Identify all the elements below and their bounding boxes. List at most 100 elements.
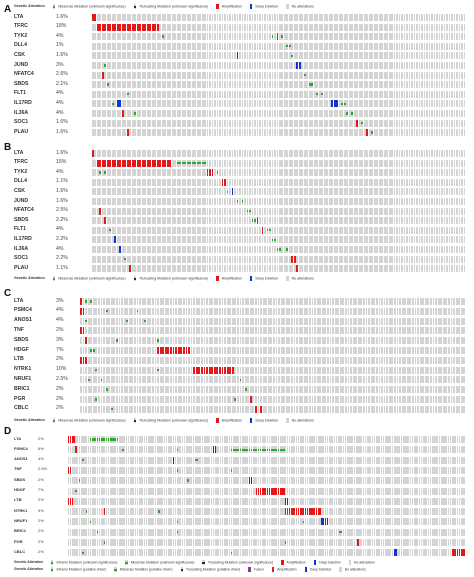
- sample-cell: [345, 307, 347, 315]
- sample-cell: [406, 42, 408, 50]
- sample-cell: [136, 90, 139, 98]
- gene-name: SBDS: [14, 216, 29, 223]
- sample-cell: [271, 23, 274, 31]
- sample-cell: [411, 298, 414, 305]
- sample-cell: [303, 33, 306, 41]
- sample-cell: [424, 298, 427, 305]
- sample-cell: [453, 298, 455, 305]
- sample-cell: [185, 298, 188, 305]
- sample-cell: [161, 62, 164, 69]
- sample-cell: [96, 100, 99, 108]
- sample-cell: [408, 33, 411, 41]
- mutation-mark: [106, 83, 109, 86]
- sample-cell: [144, 14, 147, 21]
- sample-cell: [131, 298, 134, 305]
- sample-cell: [424, 307, 427, 315]
- sample-cell: [306, 52, 309, 60]
- sample-cell: [174, 42, 177, 50]
- sample-cell: [211, 14, 214, 21]
- sample-cell: [401, 33, 403, 41]
- sample-cell: [208, 337, 211, 345]
- sample-cell: [229, 52, 231, 60]
- sample-cell: [214, 100, 216, 108]
- sample-cell: [298, 347, 301, 354]
- sample-cell: [358, 90, 361, 98]
- sample-cell: [211, 81, 214, 89]
- sample-cell: [383, 14, 386, 21]
- sample-cell: [90, 347, 93, 354]
- sample-cell: [211, 42, 214, 50]
- sample-cell: [170, 307, 172, 315]
- sample-cell: [114, 14, 117, 21]
- sample-cell: [226, 317, 229, 325]
- sample-cell: [267, 317, 270, 325]
- sample-cell: [365, 337, 368, 345]
- legend-item: Truncating Mutation (unknown significanc…: [133, 276, 208, 281]
- sample-cell: [341, 33, 344, 41]
- sample-cell: [356, 90, 359, 98]
- sample-cell: [336, 71, 339, 79]
- sample-cell: [458, 23, 461, 31]
- sample-cell: [303, 347, 306, 354]
- sample-cell: [356, 33, 359, 41]
- gene-name: TYK2: [14, 168, 28, 175]
- sample-cell: [347, 347, 350, 354]
- sample-cell: [146, 62, 149, 69]
- sample-cell: [176, 33, 179, 41]
- sample-cell: [98, 337, 100, 345]
- sample-cell: [82, 317, 85, 325]
- sample-cell: [119, 33, 122, 41]
- sample-cell: [381, 347, 383, 354]
- sample-cell: [174, 100, 177, 108]
- sample-cell: [224, 33, 226, 41]
- sample-cell: [353, 81, 356, 89]
- sample-cell: [204, 42, 206, 50]
- sample-cell: [441, 33, 443, 41]
- sample-cell: [257, 337, 260, 345]
- sample-cell: [249, 317, 252, 325]
- sample-cell: [136, 337, 139, 345]
- sample-cell: [267, 337, 270, 345]
- sample-cell: [321, 33, 324, 41]
- sample-cell: [303, 62, 306, 69]
- sample-cell: [416, 14, 418, 21]
- sample-cell: [146, 317, 149, 325]
- sample-cell: [303, 317, 306, 325]
- sample-cell: [90, 298, 93, 305]
- sample-cell: [445, 317, 448, 325]
- sample-cell: [249, 337, 252, 345]
- sample-cell: [264, 42, 266, 50]
- sample-cell: [176, 90, 179, 98]
- sample-cell: [337, 307, 340, 315]
- gene-alteration-frequency: 1.1%: [56, 178, 68, 185]
- sample-cell: [87, 298, 90, 305]
- sample-cell: [216, 327, 219, 335]
- sample-cell: [401, 23, 403, 31]
- sample-cell: [171, 90, 174, 98]
- sample-cell: [194, 90, 197, 98]
- sample-cell: [182, 317, 185, 325]
- sample-cell: [291, 317, 293, 325]
- sample-cell: [441, 23, 443, 31]
- sample-cell: [441, 42, 443, 50]
- sample-cell: [370, 327, 373, 335]
- sample-cell: [433, 62, 436, 69]
- sample-cell: [448, 81, 451, 89]
- sample-cell: [169, 42, 172, 50]
- sample-cell: [196, 23, 199, 31]
- sample-cell: [276, 23, 279, 31]
- gene-name: PSMC4: [14, 307, 32, 314]
- sample-cell: [166, 33, 169, 41]
- sample-cell: [198, 337, 201, 345]
- sample-cell: [216, 81, 219, 89]
- sample-cell: [288, 347, 291, 354]
- sample-cell: [198, 327, 201, 335]
- sample-cell: [249, 307, 252, 315]
- sample-cell: [118, 347, 121, 354]
- sample-cell: [368, 81, 371, 89]
- sample-cell: [376, 52, 379, 60]
- sample-cell: [101, 100, 104, 108]
- sample-cell: [450, 337, 453, 345]
- sample-cell: [409, 327, 412, 335]
- sample-cell: [194, 62, 197, 69]
